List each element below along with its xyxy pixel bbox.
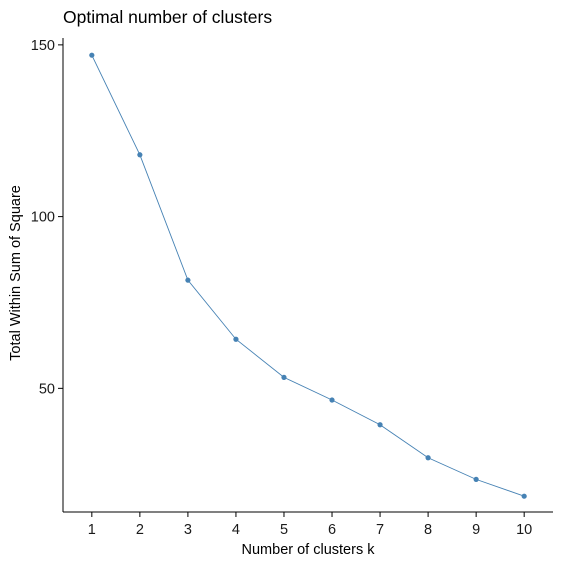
data-point	[233, 336, 239, 342]
y-tick-label: 150	[31, 38, 55, 54]
x-tick-label: 1	[88, 522, 96, 538]
y-axis-title: Total Within Sum of Square	[8, 185, 24, 361]
x-tick-label: 6	[328, 522, 336, 538]
data-point	[473, 476, 479, 482]
data-point	[377, 422, 383, 428]
y-tick-label: 50	[39, 381, 55, 397]
x-tick-label: 3	[184, 522, 192, 538]
data-point	[137, 152, 143, 158]
x-tick-label: 4	[232, 522, 240, 538]
x-axis-ticks: 1 2 3 4 5 6 7 8 9 10	[88, 512, 532, 538]
data-point	[425, 455, 431, 461]
data-point	[521, 493, 527, 499]
plot-series	[89, 52, 527, 499]
x-tick-label: 7	[376, 522, 384, 538]
x-axis-title: Number of clusters k	[242, 542, 376, 558]
data-point	[329, 397, 335, 403]
data-point	[89, 52, 95, 58]
series-line	[91, 54, 525, 497]
x-tick-label: 8	[424, 522, 432, 538]
x-tick-label: 9	[472, 522, 480, 538]
y-tick-label: 100	[31, 210, 55, 226]
data-point	[185, 277, 191, 283]
x-tick-label: 10	[516, 522, 532, 538]
x-tick-label: 2	[136, 522, 144, 538]
chart-title: Optimal number of clusters	[63, 7, 272, 27]
y-axis-ticks: 50 100 150	[31, 38, 63, 397]
data-point	[281, 374, 287, 380]
x-tick-label: 5	[280, 522, 288, 538]
